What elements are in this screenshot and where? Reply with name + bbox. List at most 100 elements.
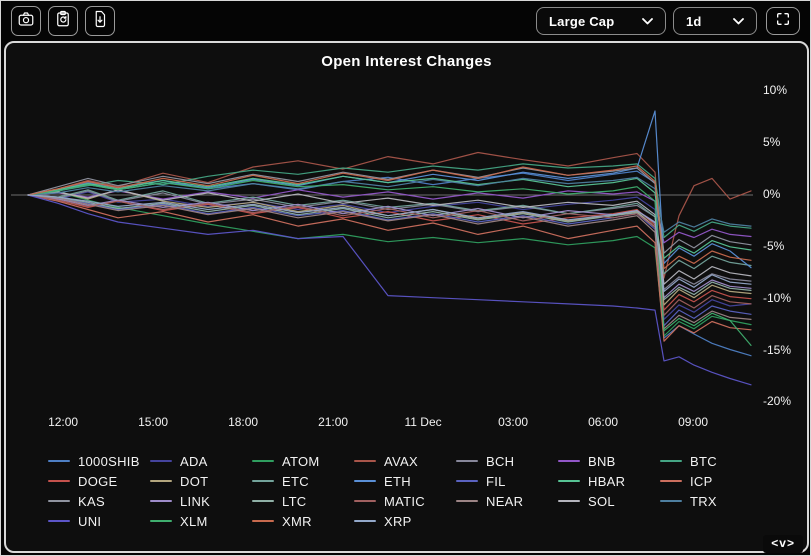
legend-item-BCH[interactable]: BCH <box>456 451 558 471</box>
series-line-HBAR <box>27 175 752 259</box>
fullscreen-button[interactable] <box>766 7 800 35</box>
legend-label: FIL <box>486 473 506 489</box>
legend-label: ETH <box>384 473 411 489</box>
legend-label: ADA <box>180 453 208 469</box>
legend-item-XRP[interactable]: XRP <box>354 511 456 531</box>
legend-swatch-ETC <box>252 480 274 482</box>
legend-swatch-XLM <box>150 520 172 522</box>
x-tick-label: 09:00 <box>678 415 709 429</box>
chart-title: Open Interest Changes <box>321 53 492 70</box>
legend-label: XMR <box>282 513 312 529</box>
legend-swatch-LINK <box>150 500 172 502</box>
legend-item-LTC[interactable]: LTC <box>252 491 354 511</box>
series-line-ICP <box>27 194 752 342</box>
file-download-icon <box>91 10 109 33</box>
legend-swatch-HBAR <box>558 480 580 482</box>
legend-label: ETC <box>282 473 309 489</box>
series-line-KAS <box>27 167 752 254</box>
chart-panel: Open Interest Changes 10% 5% 0% -5% -10% -15%… <box>4 41 809 553</box>
legend-swatch-ADA <box>150 460 172 462</box>
export-button[interactable] <box>85 6 115 36</box>
series-line-DOGE <box>27 194 752 311</box>
legend-label: ICP <box>690 473 713 489</box>
series-line-AVAX <box>27 151 752 279</box>
series-line-SOL <box>27 189 752 285</box>
legend-item-1000SHIB[interactable]: 1000SHIB <box>48 451 150 471</box>
legend-item-LINK[interactable]: LINK <box>150 491 252 511</box>
copy-button[interactable] <box>48 6 78 36</box>
legend-item-NEAR[interactable]: NEAR <box>456 491 558 511</box>
legend-item-ETH[interactable]: ETH <box>354 471 456 491</box>
legend-swatch-NEAR <box>456 500 478 502</box>
legend-item-DOGE[interactable]: DOGE <box>48 471 150 491</box>
timeframe-select-value: 1d <box>686 13 702 29</box>
series-line-DOT <box>27 189 752 306</box>
legend-item-TRX[interactable]: TRX <box>660 491 762 511</box>
series-line-ATOM <box>27 191 752 337</box>
legend-item-SOL[interactable]: SOL <box>558 491 660 511</box>
series-line-FIL <box>27 194 752 327</box>
y-tick-label: 10% <box>763 83 788 98</box>
legend-label: LINK <box>180 493 211 509</box>
legend-label: DOGE <box>78 473 118 489</box>
legend-item-DOT[interactable]: DOT <box>150 471 252 491</box>
legend-item-BTC[interactable]: BTC <box>660 451 762 471</box>
legend-label: HBAR <box>588 473 626 489</box>
legend-item-XLM[interactable]: XLM <box>150 511 252 531</box>
timeframe-select[interactable]: 1d <box>673 7 757 35</box>
fullscreen-icon <box>775 11 791 32</box>
legend-item-ICP[interactable]: ICP <box>660 471 762 491</box>
clipboard-icon <box>54 10 72 33</box>
legend-label: XLM <box>180 513 208 529</box>
legend-item-FIL[interactable]: FIL <box>456 471 558 491</box>
legend-swatch-TRX <box>660 500 682 502</box>
legend-swatch-ICP <box>660 480 682 482</box>
y-tick-label: 5% <box>763 135 781 150</box>
legend-swatch-ATOM <box>252 460 274 462</box>
legend-item-HBAR[interactable]: HBAR <box>558 471 660 491</box>
legend-item-ATOM[interactable]: ATOM <box>252 451 354 471</box>
legend-label: KAS <box>78 493 105 509</box>
x-tick-label: 06:00 <box>588 415 619 429</box>
x-tick-label: 11 Dec <box>404 415 442 429</box>
legend-label: TRX <box>690 493 717 509</box>
y-tick-label: -10% <box>763 290 792 305</box>
y-tick-label: -20% <box>763 394 792 409</box>
legend-item-KAS[interactable]: KAS <box>48 491 150 511</box>
legend-item-ADA[interactable]: ADA <box>150 451 252 471</box>
legend-swatch-1000SHIB <box>48 460 70 462</box>
legend-swatch-BTC <box>660 460 682 462</box>
screenshot-button[interactable] <box>11 6 41 36</box>
category-select[interactable]: Large Cap <box>536 7 666 35</box>
series-line-XMR <box>27 165 752 270</box>
series-line-NEAR <box>27 194 752 330</box>
category-select-value: Large Cap <box>549 13 615 29</box>
series-line-TRX <box>27 176 752 233</box>
y-tick-label: 0% <box>763 187 781 201</box>
series-line-BCH <box>27 190 752 290</box>
pager-control[interactable]: <v> <box>763 535 803 553</box>
series-line-UNI <box>27 194 752 386</box>
legend-swatch-FIL <box>456 480 478 482</box>
legend-swatch-MATIC <box>354 500 376 502</box>
legend-label: ATOM <box>282 453 320 469</box>
legend-swatch-DOGE <box>48 480 70 482</box>
chevron-down-icon <box>733 12 744 30</box>
x-tick-label: 21:00 <box>318 415 349 429</box>
series-line-ADA <box>27 191 752 320</box>
legend-item-ETC[interactable]: ETC <box>252 471 354 491</box>
legend-item-BNB[interactable]: BNB <box>558 451 660 471</box>
y-tick-label: -15% <box>763 342 792 357</box>
legend-item-XMR[interactable]: XMR <box>252 511 354 531</box>
legend-swatch-DOT <box>150 480 172 482</box>
line-chart-plot-area[interactable] <box>11 78 758 418</box>
legend-swatch-XMR <box>252 520 274 522</box>
series-line-XLM <box>27 179 752 346</box>
legend-item-UNI[interactable]: UNI <box>48 511 150 531</box>
legend-label: 1000SHIB <box>78 453 140 469</box>
legend-swatch-SOL <box>558 500 580 502</box>
legend-item-MATIC[interactable]: MATIC <box>354 491 456 511</box>
legend-item-AVAX[interactable]: AVAX <box>354 451 456 471</box>
series-line-MATIC <box>27 194 752 316</box>
legend-label: NEAR <box>486 493 524 509</box>
